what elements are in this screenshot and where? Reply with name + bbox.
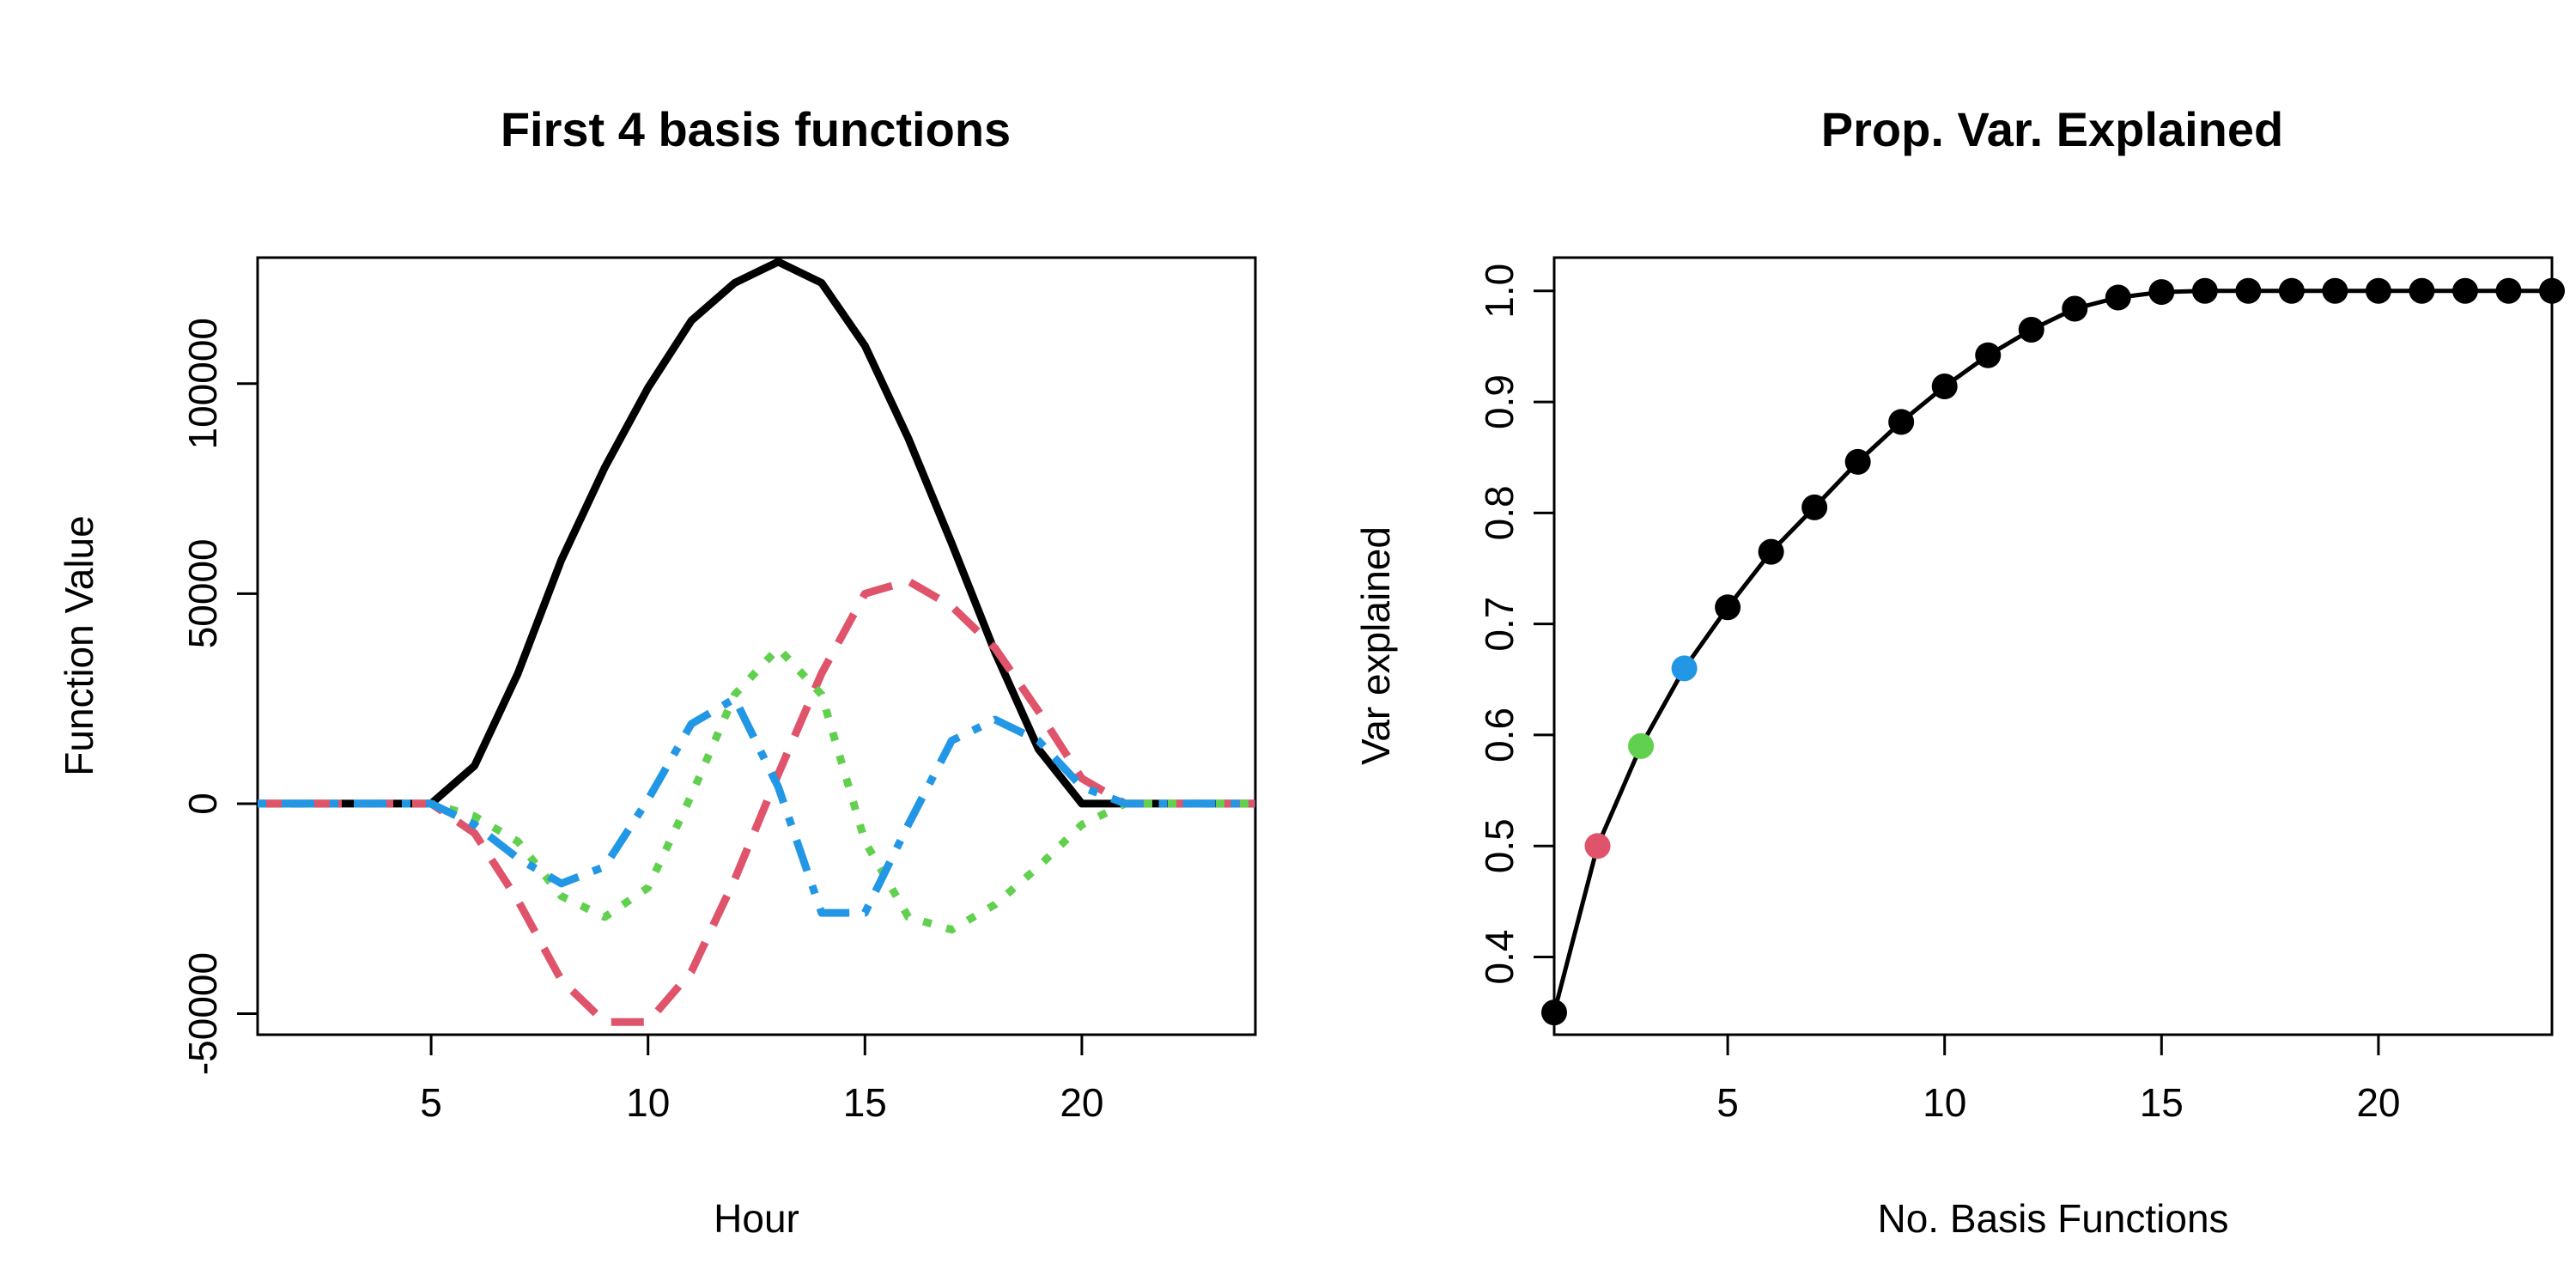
basis-function-1-line xyxy=(258,258,1255,808)
basis-functions-panel: First 4 basis functions 5 10 15 20 -50000 0 50… xyxy=(57,102,1257,1241)
variance-explained-point xyxy=(2105,284,2131,311)
variance-explained-panel: Prop. Var. Explained 5 10 15 20 0.4 0.5 0.6 0.7… xyxy=(1353,102,2565,1241)
basis-functions-plot-frame xyxy=(256,256,1257,1036)
variance-explained-point xyxy=(1671,655,1698,682)
var-x-tick-label: 5 xyxy=(1716,1080,1739,1125)
basis-y-tick-label: 100000 xyxy=(180,318,225,449)
basis-y-tick-label: 50000 xyxy=(180,538,225,648)
basis-functions-y-axis-label: Function Value xyxy=(57,515,101,775)
variance-explained-axes: 5 10 15 20 0.4 0.5 0.6 0.7 0.8 0.9 1.0 xyxy=(1477,264,2400,1125)
var-y-tick-label: 0.5 xyxy=(1477,818,1522,873)
variance-explained-point xyxy=(2062,295,2088,322)
var-y-tick-label: 0.6 xyxy=(1477,708,1522,762)
variance-explained-point xyxy=(1715,594,1741,621)
basis-x-tick-label: 20 xyxy=(1060,1080,1103,1125)
basis-function-3-line xyxy=(258,644,1255,934)
variance-explained-point xyxy=(1801,494,1828,520)
var-x-tick-label: 20 xyxy=(2356,1080,2400,1125)
var-y-tick-label: 1.0 xyxy=(1477,264,1522,319)
variance-explained-point xyxy=(2539,277,2565,304)
variance-explained-plot-frame xyxy=(1552,256,2554,1036)
variance-explained-point xyxy=(2495,277,2522,304)
variance-explained-point xyxy=(2278,277,2305,304)
variance-explained-point xyxy=(1541,999,1567,1026)
variance-explained-point xyxy=(1758,538,1784,565)
variance-explained-point xyxy=(1888,409,1915,435)
variance-explained-point xyxy=(1584,833,1611,860)
variance-explained-point xyxy=(1844,448,1871,475)
variance-explained-point xyxy=(1931,373,1958,399)
variance-explained-line xyxy=(1552,289,2552,1013)
var-x-tick-label: 10 xyxy=(1923,1080,1966,1125)
variance-explained-point xyxy=(2409,277,2435,304)
variance-explained-title: Prop. Var. Explained xyxy=(1821,102,2283,156)
variance-explained-point xyxy=(1628,732,1655,759)
basis-functions-x-axis-label: Hour xyxy=(714,1196,799,1241)
var-y-tick-label: 0.4 xyxy=(1477,930,1522,985)
basis-y-tick-label: 0 xyxy=(180,793,225,815)
variance-explained-series xyxy=(1541,277,2565,1026)
basis-x-tick-label: 10 xyxy=(626,1080,670,1125)
var-y-tick-label: 0.7 xyxy=(1477,597,1522,652)
variance-explained-point xyxy=(1975,342,2002,368)
variance-explained-y-axis-label: Var explained xyxy=(1353,526,1398,765)
var-x-tick-label: 15 xyxy=(2140,1080,2184,1125)
basis-y-tick-label: -50000 xyxy=(180,952,225,1075)
variance-explained-point xyxy=(2451,277,2478,304)
basis-functions-series xyxy=(258,258,1255,1026)
variance-explained-x-axis-label: No. Basis Functions xyxy=(1877,1196,2228,1241)
basis-functions-title: First 4 basis functions xyxy=(501,102,1011,156)
var-y-tick-label: 0.8 xyxy=(1477,485,1522,540)
variance-explained-point xyxy=(2018,317,2044,343)
variance-explained-point xyxy=(2322,277,2348,304)
variance-explained-point xyxy=(2191,277,2218,304)
basis-function-2-line xyxy=(258,577,1255,1026)
variance-explained-point xyxy=(2365,277,2391,304)
basis-x-tick-label: 15 xyxy=(843,1080,887,1125)
var-y-tick-label: 0.9 xyxy=(1477,374,1522,429)
variance-explained-point xyxy=(2235,277,2262,304)
variance-explained-point xyxy=(2148,279,2175,306)
basis-functions-axes: 5 10 15 20 -50000 0 50000 100000 xyxy=(180,318,1103,1125)
basis-x-tick-label: 5 xyxy=(420,1080,442,1125)
